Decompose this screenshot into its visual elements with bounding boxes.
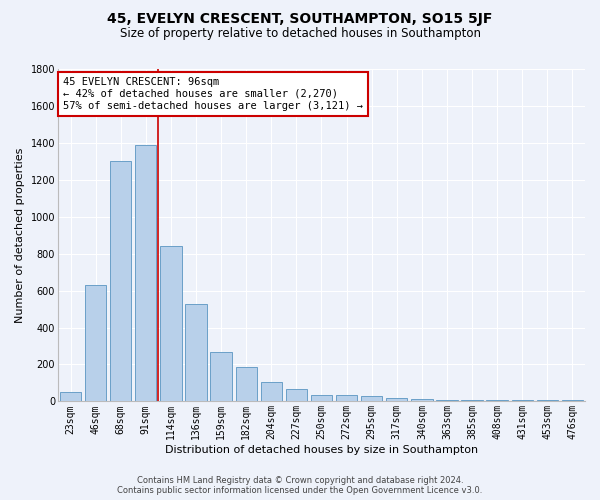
Bar (160, 246, 182, 402)
Y-axis label: Number of detached properties: Number of detached properties (15, 148, 25, 323)
Text: 45 EVELYN CRESCENT: 96sqm
← 42% of detached houses are smaller (2,270)
57% of se: 45 EVELYN CRESCENT: 96sqm ← 42% of detac… (63, 78, 363, 110)
Bar (236, 368, 257, 402)
Bar (60, 392, 81, 402)
Text: Size of property relative to detached houses in Southampton: Size of property relative to detached ho… (119, 28, 481, 40)
Text: Contains HM Land Registry data © Crown copyright and database right 2024.
Contai: Contains HM Land Registry data © Crown c… (118, 476, 482, 495)
Bar (185, 304, 206, 402)
X-axis label: Distribution of detached houses by size in Southampton: Distribution of detached houses by size … (165, 445, 478, 455)
Bar (512, 400, 533, 402)
Bar (286, 390, 307, 402)
Bar (135, 144, 157, 402)
Bar (411, 398, 433, 402)
Bar (211, 352, 232, 402)
Bar (85, 285, 106, 402)
Bar (436, 400, 458, 402)
Bar (336, 395, 357, 402)
Bar (311, 395, 332, 402)
Bar (260, 382, 282, 402)
Bar (110, 162, 131, 402)
Bar (461, 400, 483, 402)
Bar (536, 400, 558, 402)
Bar (361, 396, 382, 402)
Bar (562, 400, 583, 402)
Bar (487, 400, 508, 402)
Text: 45, EVELYN CRESCENT, SOUTHAMPTON, SO15 5JF: 45, EVELYN CRESCENT, SOUTHAMPTON, SO15 5… (107, 12, 493, 26)
Bar (386, 398, 407, 402)
